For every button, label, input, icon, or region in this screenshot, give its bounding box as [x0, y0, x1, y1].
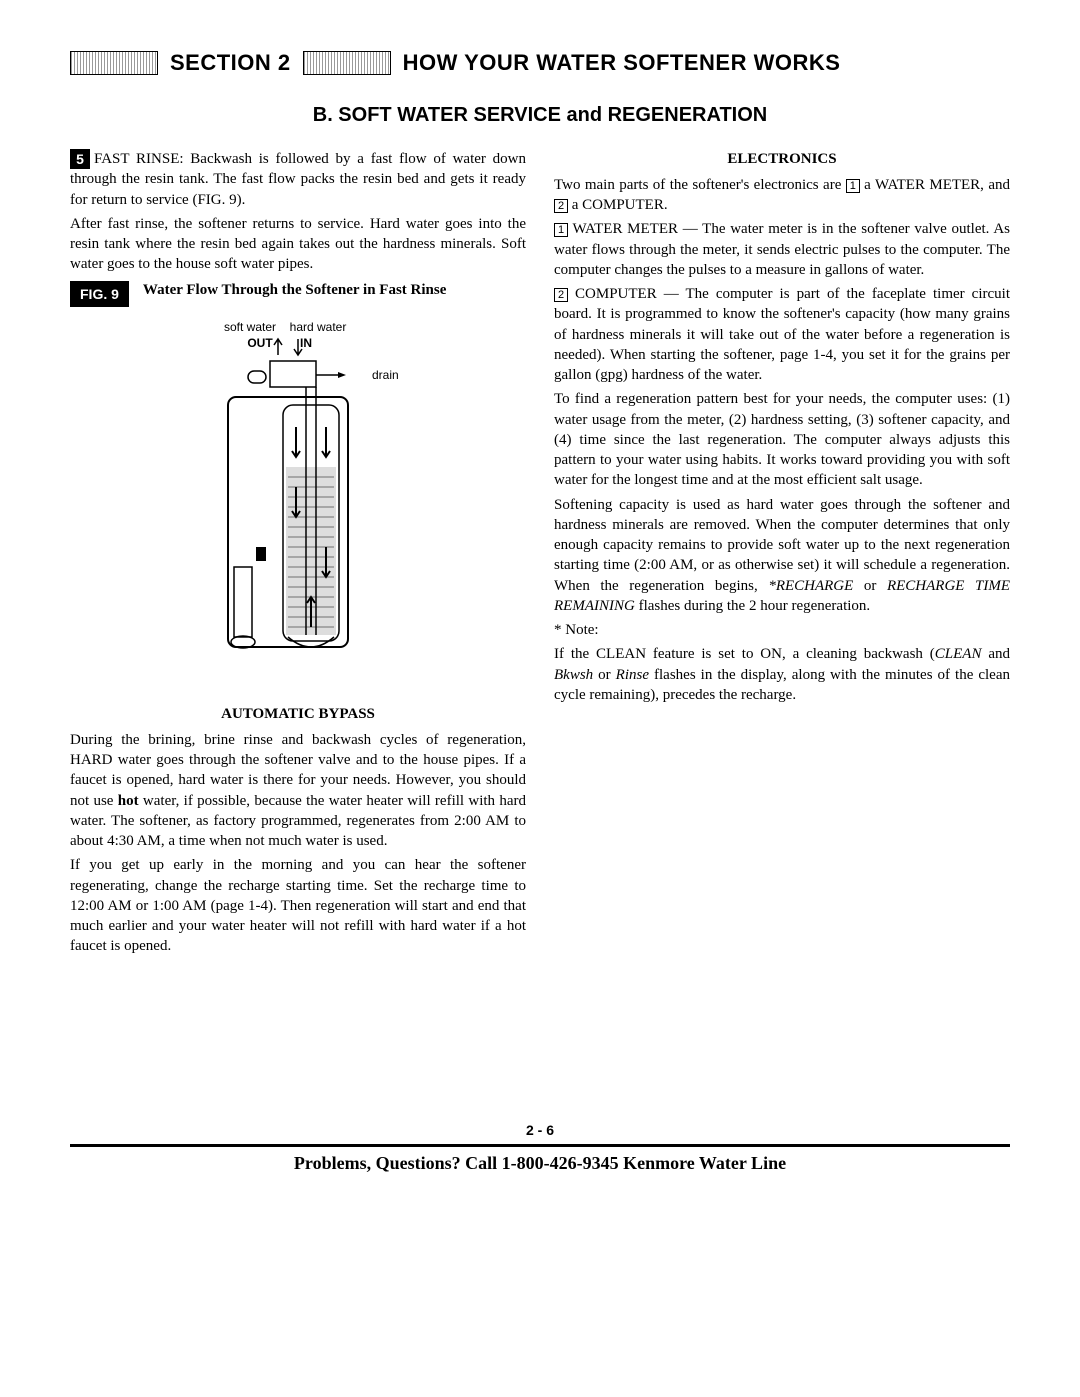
section-main-title: HOW YOUR WATER SOFTENER WORKS	[403, 48, 841, 78]
intro-part3: a COMPUTER.	[568, 197, 668, 213]
box-1-icon: 1	[846, 179, 860, 193]
label-in: IN	[300, 336, 312, 350]
left-column: 5FAST RINSE: Backwash is followed by a f…	[70, 149, 526, 961]
meter-box-icon: 1	[554, 223, 568, 237]
step5-badge: 5	[70, 149, 90, 169]
hatch-box-right	[303, 51, 391, 75]
section-label: SECTION 2	[170, 48, 291, 78]
intro-part1: Two main parts of the softener's electro…	[554, 177, 846, 193]
label-out: OUT	[247, 336, 273, 350]
box-2-icon: 2	[554, 199, 568, 213]
pattern-paragraph: To find a regeneration pattern best for …	[554, 389, 1010, 490]
page-footer: 2 - 6 Problems, Questions? Call 1-800-42…	[70, 1121, 1010, 1175]
figure-header: FIG. 9 Water Flow Through the Softener i…	[70, 281, 526, 308]
fig9-badge: FIG. 9	[70, 281, 129, 308]
fig9-diagram: soft water hard water OUT IN drain	[70, 317, 526, 683]
auto-bypass-p1: During the brining, brine rinse and back…	[70, 730, 526, 852]
footer-rule	[70, 1144, 1010, 1147]
computer-text: COMPUTER — The computer is part of the f…	[554, 286, 1010, 383]
fig9-caption: Water Flow Through the Softener in Fast …	[143, 281, 447, 300]
subsection-title: B. SOFT WATER SERVICE and REGENERATION	[70, 102, 1010, 129]
intro-part2: a WATER METER, and	[860, 177, 1010, 193]
electronics-heading: ELECTRONICS	[554, 149, 1010, 169]
label-drain: drain	[372, 368, 399, 382]
automatic-bypass-heading: AUTOMATIC BYPASS	[70, 704, 526, 724]
computer-paragraph: 2 COMPUTER — The computer is part of the…	[554, 284, 1010, 385]
two-column-layout: 5FAST RINSE: Backwash is followed by a f…	[70, 149, 1010, 961]
step5-paragraph: 5FAST RINSE: Backwash is followed by a f…	[70, 149, 526, 210]
page-number: 2 - 6	[70, 1121, 1010, 1140]
auto-bypass-p2: If you get up early in the morning and y…	[70, 855, 526, 956]
after-rinse-paragraph: After fast rinse, the softener returns t…	[70, 214, 526, 275]
softener-diagram-svg: soft water hard water OUT IN drain	[188, 317, 408, 677]
electronics-intro: Two main parts of the softener's electro…	[554, 175, 1010, 216]
right-column: ELECTRONICS Two main parts of the soften…	[554, 149, 1010, 961]
capacity-paragraph: Softening capacity is used as hard water…	[554, 495, 1010, 617]
section-header: SECTION 2 HOW YOUR WATER SOFTENER WORKS	[70, 48, 1010, 78]
footer-help-line: Problems, Questions? Call 1-800-426-9345…	[70, 1151, 1010, 1175]
step5-text: FAST RINSE: Backwash is followed by a fa…	[70, 151, 526, 208]
computer-box-icon: 2	[554, 288, 568, 302]
meter-text: WATER METER — The water meter is in the …	[554, 221, 1010, 278]
label-soft-water: soft water	[224, 320, 276, 334]
water-meter-paragraph: 1 WATER METER — The water meter is in th…	[554, 219, 1010, 280]
hatch-box-left	[70, 51, 158, 75]
note-label: * Note:	[554, 620, 1010, 640]
note-paragraph: If the CLEAN feature is set to ON, a cle…	[554, 644, 1010, 705]
label-hard-water: hard water	[290, 320, 347, 334]
